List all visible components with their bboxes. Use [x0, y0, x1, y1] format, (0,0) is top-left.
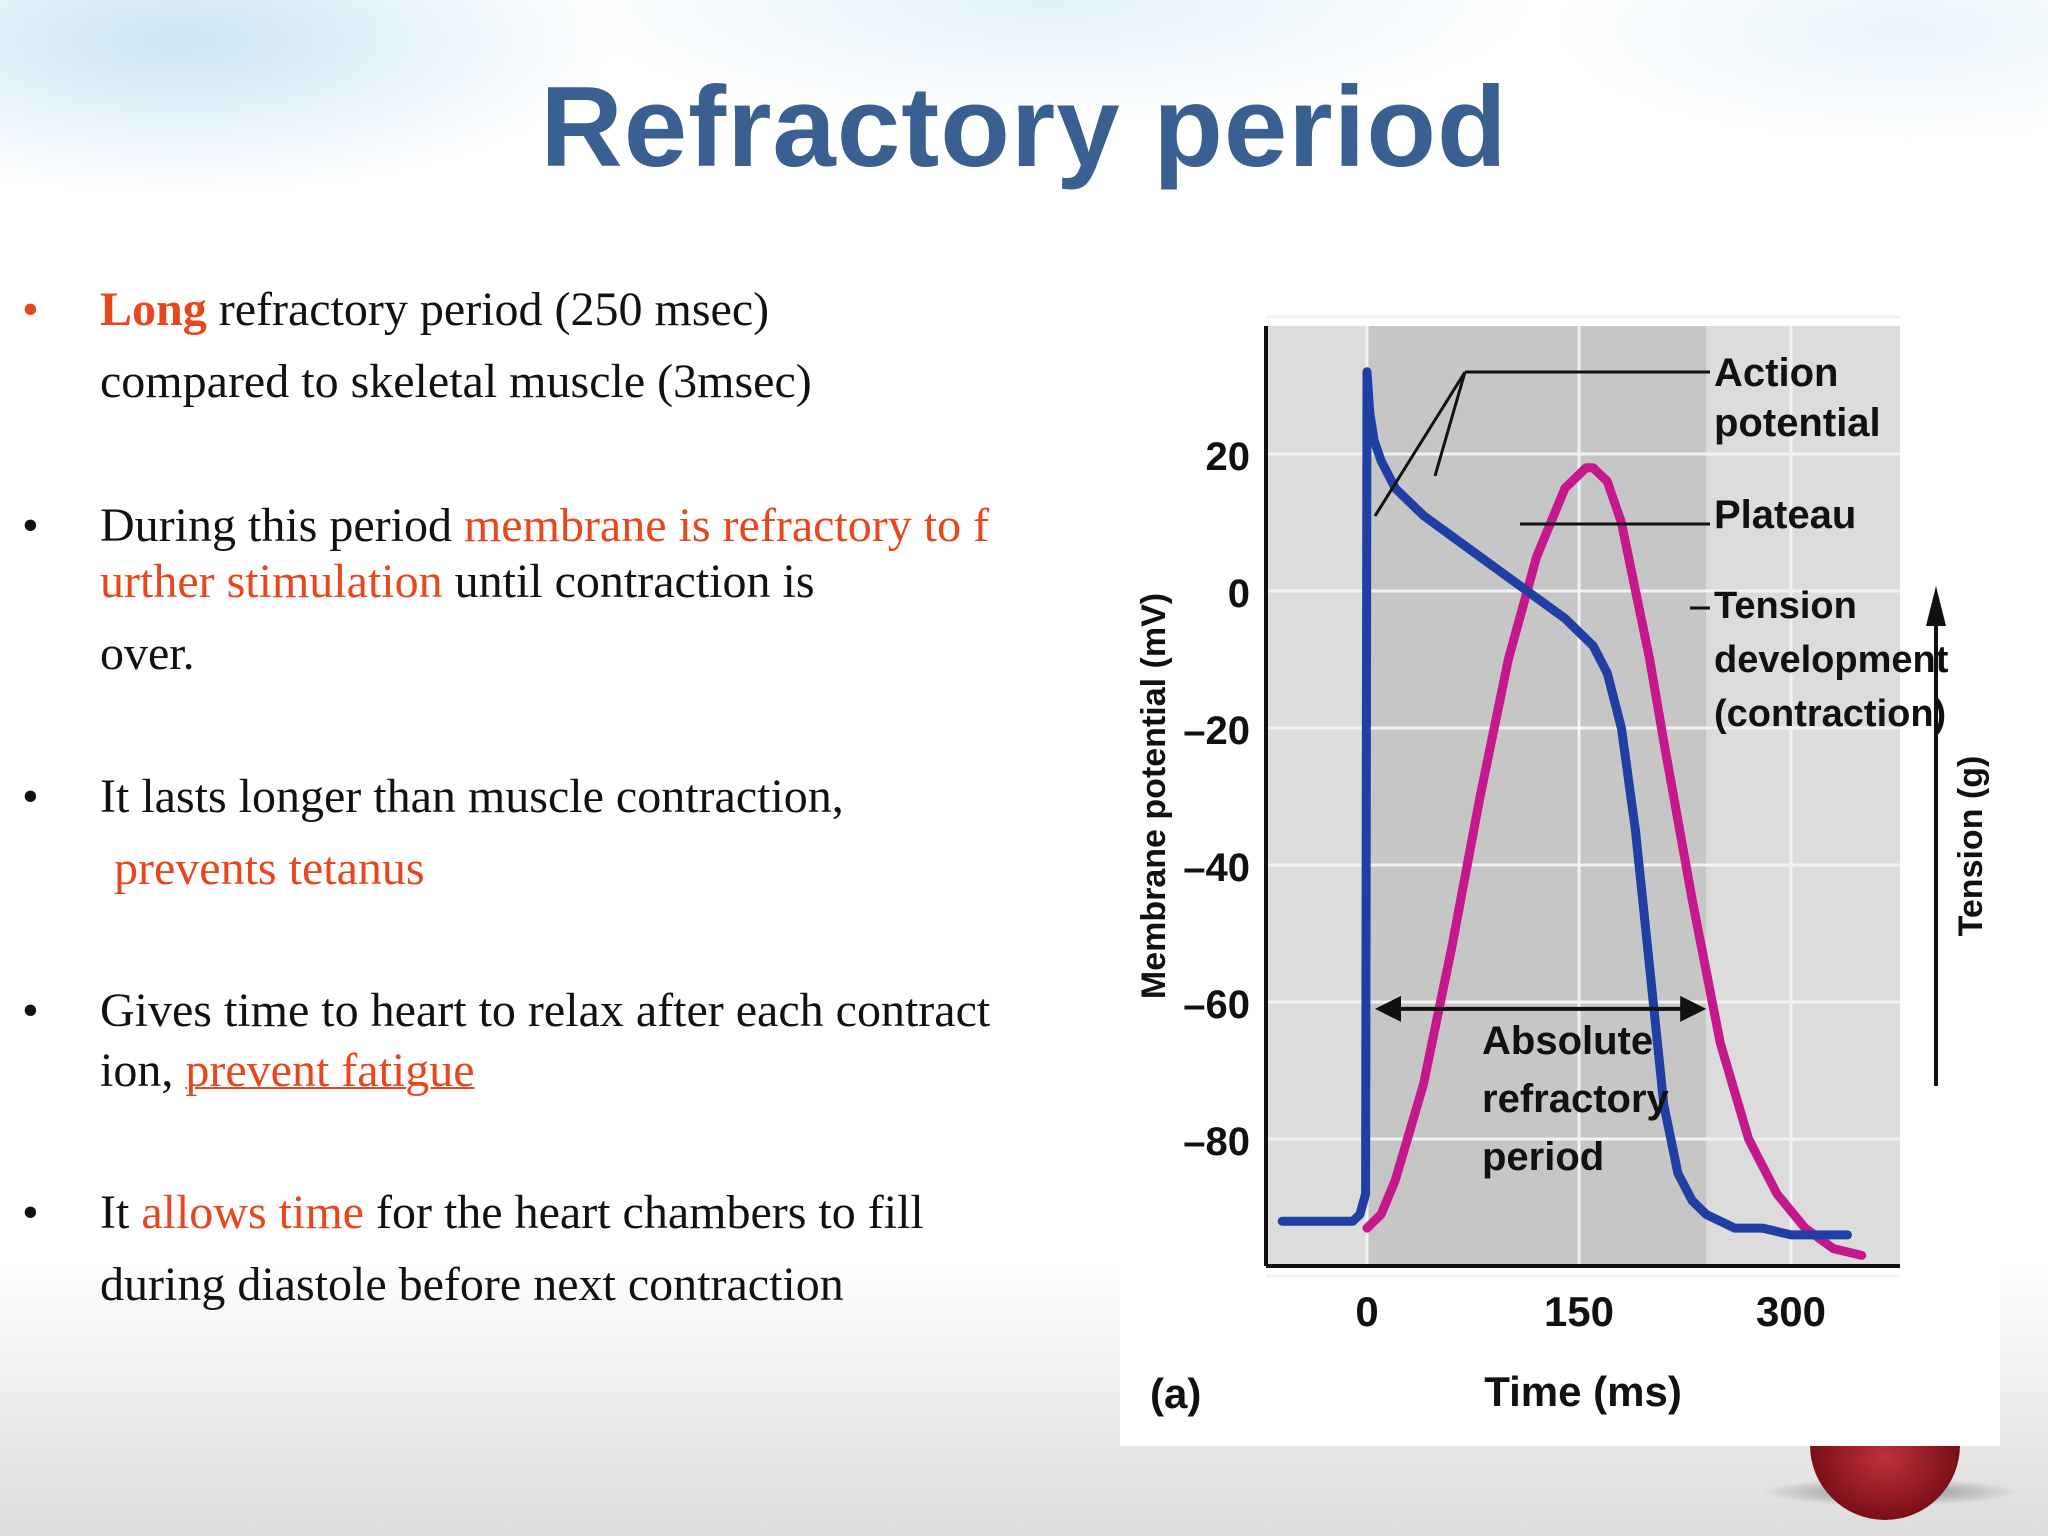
x-tick-label: 300 — [1756, 1288, 1826, 1335]
x-axis-title: Time (ms) — [1484, 1368, 1682, 1415]
x-tick-label: 150 — [1544, 1288, 1614, 1335]
y-axis-title: Membrane potential (mV) — [1135, 593, 1173, 999]
x-tick-label: 0 — [1355, 1288, 1378, 1335]
annotation-tension: (contraction) — [1714, 693, 1946, 735]
bullet-text-segment: membrane is refractory to f — [463, 499, 990, 552]
bullet-line: Long refractory period (250 msec) — [100, 280, 769, 340]
refractory-period-figure: 20 0 –20 –40 –60 –80 0 150 300 Time (ms) Membrane … — [1120, 296, 2000, 1446]
bullet-text-segment: It — [100, 1186, 142, 1239]
sky-background — [0, 0, 2048, 300]
tension-axis-title: Tension (g) — [1952, 756, 1990, 937]
action-potential-chart: 20 0 –20 –40 –60 –80 0 150 300 Time (ms) Membrane … — [1135, 315, 1990, 1417]
bullet-text-segment: ion, — [100, 1044, 186, 1097]
tension-line — [1362, 463, 1867, 1260]
action-potential-line — [1277, 367, 1852, 1240]
bullet-text-segment: It lasts longer than muscle contraction, — [100, 770, 844, 823]
bullet-line: prevents tetanus — [114, 839, 425, 899]
bullet-line: During this period membrane is refractor… — [100, 496, 989, 556]
y-tick-label: –80 — [1183, 1120, 1250, 1164]
bullet-text-segment: over. — [100, 627, 195, 680]
bullet-line: ion, prevent fatigue — [100, 1041, 475, 1101]
bullet-text-segment: urther stimulation — [100, 555, 443, 608]
bullet-line: Gives time to heart to relax after each … — [100, 981, 990, 1041]
bullet-line: over. — [100, 624, 195, 684]
bullet-text-segment: allows time — [141, 1186, 364, 1239]
bullet-text-segment: refractory period (250 msec) — [206, 283, 770, 336]
annotation-tension: Tension — [1714, 585, 1857, 627]
annotation-leader-line — [1373, 371, 1467, 517]
bullet-marker: • — [22, 770, 39, 823]
annotation-tension: development — [1714, 639, 1949, 681]
annotation-absolute-refractory: refractory — [1482, 1077, 1670, 1121]
y-tick-label: –60 — [1183, 983, 1250, 1027]
annotation-action-potential: Action — [1714, 351, 1838, 395]
slide-title: Refractory period — [540, 64, 1508, 191]
bullet-text-segment: During this period — [100, 499, 464, 552]
annotation-leader-line — [1433, 371, 1467, 477]
bullet-text-segment: for the heart chambers to fill — [363, 1186, 924, 1239]
bullet-text-segment: until contraction is — [442, 555, 815, 608]
bullet-line: It allows time for the heart chambers to… — [100, 1183, 924, 1243]
refractory-arrowhead-left — [1375, 995, 1401, 1022]
bullet-line: It lasts longer than muscle contraction, — [100, 767, 844, 827]
bullet-text-segment: prevent fatigue — [185, 1044, 475, 1097]
bullet-line: urther stimulation until contraction is — [100, 552, 815, 612]
panel-label: (a) — [1150, 1370, 1201, 1417]
bullet-text-segment: Long — [100, 283, 207, 336]
bullet-line: during diastole before next contraction — [100, 1255, 844, 1315]
annotation-plateau: Plateau — [1714, 493, 1856, 537]
y-tick-label: –40 — [1183, 846, 1250, 890]
y-tick-label: 20 — [1206, 435, 1251, 479]
y-tick-label: 0 — [1228, 572, 1250, 616]
bullet-text-segment: compared to skeletal muscle (3msec) — [100, 355, 812, 408]
annotation-absolute-refractory: period — [1482, 1135, 1604, 1179]
annotation-action-potential: potential — [1714, 401, 1881, 445]
bullet-marker: • — [22, 283, 39, 336]
bullet-marker: • — [22, 1186, 39, 1239]
tension-axis-arrowhead — [1926, 586, 1946, 626]
bullet-text-segment: Gives time to heart to relax after each … — [100, 984, 991, 1037]
bullet-text-segment: during diastole before next contraction — [100, 1258, 844, 1311]
bullet-marker: • — [22, 984, 39, 1037]
annotation-absolute-refractory: Absolute — [1482, 1019, 1653, 1063]
bullet-line: compared to skeletal muscle (3msec) — [100, 352, 812, 412]
y-tick-label: –20 — [1183, 709, 1250, 753]
refractory-arrowhead-right — [1680, 995, 1707, 1022]
refractory-shaded-region — [1367, 326, 1707, 1266]
bullet-text-segment: prevents tetanus — [114, 842, 425, 895]
bullet-marker: • — [22, 499, 39, 552]
